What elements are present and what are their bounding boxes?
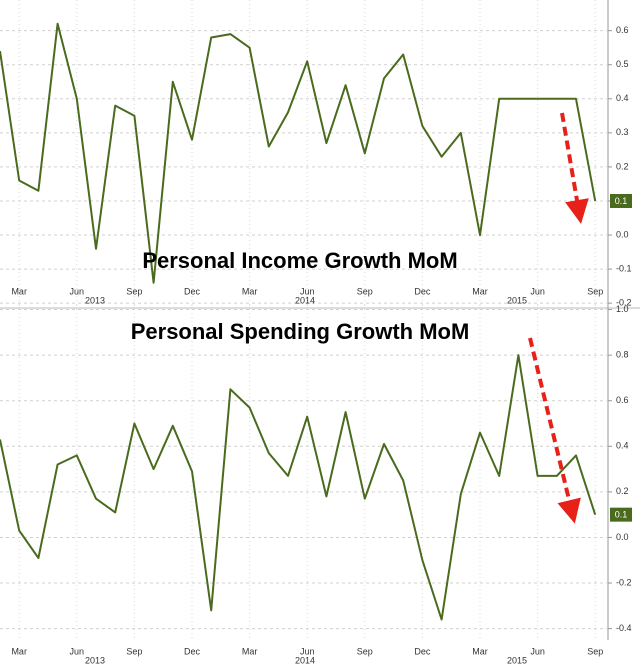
value-label: 0.1 (615, 510, 628, 520)
arrow (528, 337, 581, 524)
chart-title: Personal Spending Growth MoM (131, 319, 470, 344)
x-tick-label: Jun (300, 646, 315, 656)
x-tick-label: Mar (242, 286, 258, 296)
x-tick-label: Sep (357, 286, 373, 296)
x-tick-label: Sep (587, 646, 603, 656)
x-tick-label: Mar (11, 646, 27, 656)
x-tick-label: Mar (242, 646, 258, 656)
y-tick-label: 1.0 (616, 304, 629, 314)
x-tick-label: Dec (184, 286, 201, 296)
y-tick-label: -0.2 (616, 577, 632, 587)
y-tick-label: 0.4 (616, 441, 629, 451)
y-tick-label: -0.1 (616, 263, 632, 273)
arrow (560, 112, 589, 224)
y-tick-label: -0.4 (616, 623, 632, 633)
x-tick-label: Sep (587, 286, 603, 296)
x-tick-label: Mar (472, 646, 488, 656)
y-tick-label: 0.0 (616, 532, 629, 542)
x-tick-label: Jun (70, 646, 85, 656)
y-tick-label: 0.4 (616, 93, 629, 103)
y-tick-label: 0.6 (616, 25, 629, 35)
x-tick-label: Sep (126, 646, 142, 656)
x-tick-label: Jun (530, 646, 545, 656)
x-tick-label: Dec (414, 286, 431, 296)
value-badge (610, 507, 632, 522)
year-label: 2014 (295, 655, 315, 664)
year-label: 2013 (85, 655, 105, 664)
x-tick-label: Jun (70, 286, 85, 296)
line (0, 354, 597, 621)
y-tick-label: 0.2 (616, 161, 629, 171)
year-label: 2013 (85, 295, 105, 305)
year-label: 2015 (507, 295, 527, 305)
value-badge (610, 193, 632, 208)
y-tick-label: 0.0 (616, 229, 629, 239)
x-tick-label: Sep (126, 286, 142, 296)
x-tick-label: Jun (530, 286, 545, 296)
y-tick-label: 0.2 (616, 486, 629, 496)
y-tick-label: 0.8 (616, 350, 629, 360)
y-tick-label: 0.6 (616, 395, 629, 405)
x-tick-label: Mar (11, 286, 27, 296)
x-tick-label: Jun (300, 286, 315, 296)
chart-title: Personal Income Growth MoM (142, 248, 457, 273)
x-tick-label: Dec (184, 646, 201, 656)
x-tick-label: Dec (414, 646, 431, 656)
value-label: 0.1 (615, 196, 628, 206)
y-tick-label: 0.3 (616, 127, 629, 137)
x-tick-label: Sep (357, 646, 373, 656)
y-tick-label: -0.2 (616, 298, 632, 308)
x-tick-label: Mar (472, 286, 488, 296)
line (0, 22, 597, 284)
year-label: 2015 (507, 655, 527, 664)
year-label: 2014 (295, 295, 315, 305)
y-tick-label: 0.5 (616, 59, 629, 69)
